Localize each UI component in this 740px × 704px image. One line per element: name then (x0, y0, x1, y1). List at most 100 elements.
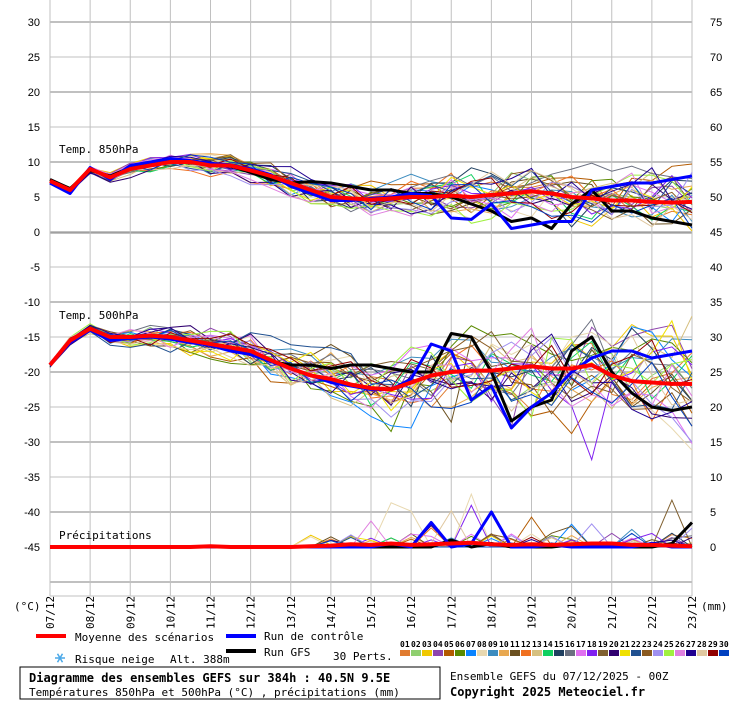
member-color-swatch (609, 650, 619, 656)
member-color-swatch (587, 650, 597, 656)
member-color-swatch (444, 650, 454, 656)
x-date-label: 14/12 (325, 596, 338, 629)
member-color-swatch (686, 650, 696, 656)
member-color-swatch (631, 650, 641, 656)
member-id-label: 30 (719, 640, 729, 649)
right-tick-label: 50 (710, 192, 722, 204)
member-id-label: 25 (664, 640, 674, 649)
x-date-label: 19/12 (526, 596, 539, 629)
left-tick-label: 10 (28, 157, 40, 169)
x-date-label: 08/12 (84, 596, 97, 629)
left-tick-label: 20 (28, 87, 40, 99)
member-color-swatch (642, 650, 652, 656)
left-tick-label: -35 (24, 472, 40, 484)
x-date-label: 18/12 (485, 596, 498, 629)
member-line-t850 (49, 159, 693, 214)
legend-perts-label: 30 Perts. (333, 650, 393, 663)
grid (49, 0, 693, 597)
x-date-label: 15/12 (365, 596, 378, 629)
left-tick-label: -40 (24, 507, 40, 519)
member-legend: 01 02 03 04 05 06 07 08 09 10 11 12 13 14 15 16 17 18 19 20… (400, 640, 729, 656)
right-tick-label: 30 (710, 332, 722, 344)
member-id-label: 08 (477, 640, 487, 649)
legend-mean-label: Moyenne des scénarios (75, 631, 214, 644)
member-line-t850 (49, 153, 693, 215)
left-tick-label: -10 (24, 297, 40, 309)
member-id-label: 22 (631, 640, 641, 649)
member-id-label: 26 (675, 640, 685, 649)
x-date-label: 09/12 (124, 596, 137, 629)
member-line-t850 (49, 154, 693, 229)
member-id-label: 16 (565, 640, 575, 649)
member-id-label: 18 (587, 640, 597, 649)
left-tick-label: -20 (24, 367, 40, 379)
legend-control-label: Run de contrôle (264, 630, 363, 643)
x-axis-dates: 07/12 08/12 09/12 10/12 11/12 12/12 13/12 14/12… (44, 596, 699, 629)
member-color-swatch (675, 650, 685, 656)
right-tick-label: 20 (710, 402, 722, 414)
left-tick-label: -30 (24, 437, 40, 449)
right-tick-label: 25 (710, 367, 722, 379)
panel-label-precip: Précipitations (59, 529, 152, 542)
left-tick-label: 0 (34, 227, 40, 239)
member-id-label: 05 (444, 640, 454, 649)
member-color-swatch (433, 650, 443, 656)
member-id-label: 21 (620, 640, 630, 649)
member-id-label: 27 (686, 640, 696, 649)
member-id-label: 29 (708, 640, 718, 649)
left-tick-label: -25 (24, 402, 40, 414)
x-date-label: 12/12 (245, 596, 258, 629)
member-id-label: 03 (422, 640, 432, 649)
right-tick-label: 40 (710, 262, 722, 274)
left-tick-label: -45 (24, 542, 40, 554)
x-date-label: 11/12 (205, 596, 218, 629)
legend: Moyenne des scénarios Run de contrôle Ru… (36, 630, 729, 666)
right-tick-label: 15 (710, 437, 722, 449)
x-date-label: 22/12 (646, 596, 659, 629)
x-date-label: 21/12 (606, 596, 619, 629)
left-tick-label: -15 (24, 332, 40, 344)
member-id-label: 24 (653, 640, 663, 649)
member-color-swatch (488, 650, 498, 656)
title-box (19, 666, 441, 700)
member-color-swatch (532, 650, 542, 656)
member-line-t500 (49, 329, 693, 412)
legend-snow-label: Risque neige (75, 653, 154, 666)
mean-line-precip (50, 540, 693, 549)
panel-label-500: Temp. 500hPa (59, 309, 138, 322)
member-id-label: 09 (488, 640, 498, 649)
right-tick-label: 70 (710, 52, 722, 64)
member-color-swatch (543, 650, 553, 656)
panel-label-850: Temp. 850hPa (59, 143, 138, 156)
copyright: Copyright 2025 Meteociel.fr (450, 685, 645, 699)
right-tick-label: 35 (710, 297, 722, 309)
member-color-swatch (499, 650, 509, 656)
x-date-label: 13/12 (285, 596, 298, 629)
member-id-label: 19 (598, 640, 608, 649)
member-color-swatch (697, 650, 707, 656)
left-tick-label: 5 (34, 192, 40, 204)
member-color-swatch (422, 650, 432, 656)
member-line-t500 (49, 329, 693, 408)
member-id-label: 23 (642, 640, 652, 649)
member-id-label: 12 (521, 640, 531, 649)
member-line-t500 (49, 330, 693, 410)
right-unit: (mm) (701, 600, 728, 613)
member-id-label: 14 (543, 640, 553, 649)
snowflake-icon (55, 653, 65, 663)
legend-gfs-label: Run GFS (264, 646, 310, 659)
member-color-swatch (466, 650, 476, 656)
member-line-t850 (49, 156, 693, 217)
chart-title: Diagramme des ensembles GEFS sur 384h : … (29, 671, 390, 685)
right-tick-label: 45 (710, 227, 722, 239)
member-color-swatch (400, 650, 410, 656)
right-tick-label: 10 (710, 472, 722, 484)
member-color-swatch (455, 650, 465, 656)
mean-line-t850 (49, 160, 693, 205)
member-color-swatch (653, 650, 663, 656)
right-tick-label: 5 (710, 507, 716, 519)
right-tick-label: 0 (710, 542, 716, 554)
member-color-swatch (554, 650, 564, 656)
